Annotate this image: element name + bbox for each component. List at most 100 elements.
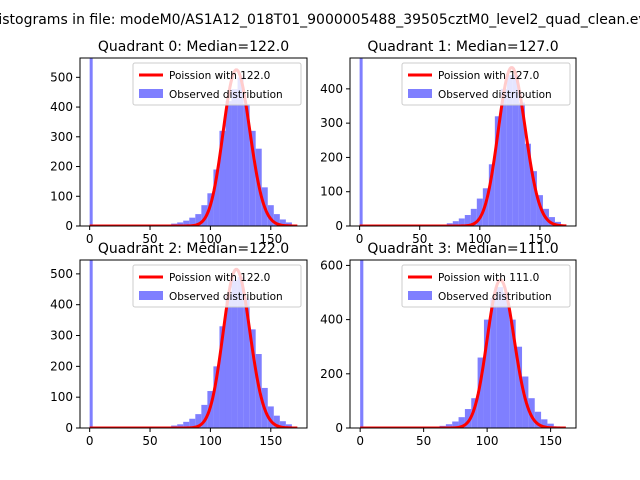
legend: Poission with 122.0 Observed distribution bbox=[132, 62, 302, 106]
histogram-bar bbox=[219, 130, 226, 226]
histogram-bar bbox=[249, 329, 256, 428]
legend-box bbox=[132, 264, 302, 308]
x-tick-label: 50 bbox=[412, 232, 427, 246]
x-tick-label: 50 bbox=[416, 434, 431, 448]
histogram-bar bbox=[285, 222, 292, 226]
x-tick-label: 100 bbox=[476, 434, 499, 448]
y-tick-label: 400 bbox=[320, 313, 343, 327]
histogram-bar bbox=[547, 423, 554, 428]
x-tick-label: 100 bbox=[199, 434, 222, 448]
y-tick-label: 400 bbox=[50, 298, 73, 312]
histogram-bar bbox=[483, 319, 491, 428]
legend-box bbox=[132, 62, 302, 106]
y-tick-label: 0 bbox=[65, 219, 73, 233]
zero-bin-bar bbox=[359, 58, 363, 226]
poisson-curve bbox=[359, 278, 567, 428]
histogram-bar bbox=[183, 421, 190, 428]
y-tick-label: 200 bbox=[320, 150, 343, 164]
y-tick-label: 500 bbox=[50, 70, 73, 84]
histogram-bar bbox=[279, 219, 286, 226]
x-tick-label: 0 bbox=[356, 434, 364, 448]
x-tick-label: 50 bbox=[142, 232, 157, 246]
histogram-bar bbox=[285, 424, 292, 428]
histogram-bar bbox=[536, 195, 543, 226]
y-tick-label: 0 bbox=[65, 421, 73, 435]
histogram-bar bbox=[249, 130, 256, 226]
histogram-bar bbox=[445, 424, 453, 428]
legend-observed-label: Observed distribution bbox=[438, 89, 552, 101]
histogram-bar bbox=[458, 218, 465, 226]
y-tick-label: 200 bbox=[50, 160, 73, 174]
histogram-bar bbox=[183, 220, 190, 226]
legend-observed-swatch bbox=[408, 291, 432, 300]
x-tick-label: 0 bbox=[86, 232, 94, 246]
histogram-bar bbox=[530, 171, 537, 226]
x-tick-label: 100 bbox=[199, 232, 222, 246]
histogram-bar bbox=[518, 102, 525, 226]
x-tick-label: 100 bbox=[468, 232, 491, 246]
quadrant-1-panel: 0 50 100 150 0 100 200 300 400 Quadrant 1: Median… bbox=[320, 39, 577, 246]
histogram-bar bbox=[201, 404, 208, 428]
y-tick-label: 400 bbox=[320, 82, 343, 96]
legend-observed-label: Observed distribution bbox=[169, 89, 283, 101]
histogram-bar bbox=[496, 287, 503, 428]
histogram-bar bbox=[177, 424, 184, 428]
histogram-bar bbox=[515, 346, 523, 428]
y-tick-label: 300 bbox=[320, 116, 343, 130]
legend-poisson-label: Poission with 122.0 bbox=[169, 272, 270, 284]
histogram-bar bbox=[477, 357, 484, 428]
histogram-bar bbox=[189, 217, 196, 226]
axes-frame bbox=[349, 57, 577, 227]
y-tick-label: 100 bbox=[320, 185, 343, 199]
histogram-bar bbox=[541, 419, 548, 428]
histogram-bar bbox=[464, 215, 471, 226]
histogram-bar bbox=[267, 205, 274, 226]
histogram-bar bbox=[195, 214, 202, 226]
y-tick-label: 100 bbox=[50, 390, 73, 404]
panel-title: Quadrant 3: Median=111.0 bbox=[367, 241, 558, 257]
axes-frame bbox=[79, 259, 308, 429]
histogram-bar bbox=[452, 221, 459, 226]
histogram-bar bbox=[506, 75, 513, 226]
y-tick-label: 600 bbox=[320, 258, 343, 272]
panel-title: Quadrant 2: Median=122.0 bbox=[98, 241, 289, 257]
histogram-bar bbox=[464, 409, 472, 428]
legend: Poission with 122.0 Observed distribution bbox=[132, 264, 302, 308]
legend-observed-label: Observed distribution bbox=[438, 291, 552, 303]
histogram-bar bbox=[502, 292, 510, 428]
legend-poisson-label: Poission with 127.0 bbox=[438, 70, 539, 82]
quadrant-2-panel: 0 50 100 150 0 100 200 300 400 500 Quadrant 2: Med… bbox=[50, 241, 308, 448]
histogram-bar bbox=[201, 205, 208, 226]
histogram-bar bbox=[243, 104, 250, 226]
x-tick-label: 150 bbox=[539, 434, 562, 448]
histogram-bar bbox=[534, 411, 542, 428]
histogram-bar bbox=[471, 398, 478, 428]
y-tick-label: 200 bbox=[320, 367, 343, 381]
zero-bin-bar bbox=[89, 58, 93, 226]
legend-box bbox=[401, 62, 571, 106]
histogram-bar bbox=[189, 418, 196, 428]
x-tick-label: 150 bbox=[259, 434, 282, 448]
panel-title: Quadrant 1: Median=127.0 bbox=[367, 39, 558, 55]
histogram-bar bbox=[470, 208, 477, 226]
x-tick-label: 150 bbox=[259, 232, 282, 246]
histogram-bar bbox=[458, 417, 465, 428]
panel-title: Quadrant 0: Median=122.0 bbox=[98, 39, 289, 55]
histogram-bar bbox=[231, 89, 238, 226]
x-tick-label: 0 bbox=[86, 434, 94, 448]
legend-observed-swatch bbox=[139, 291, 163, 300]
figure-suptitle: Histograms in file: modeM0/AS1A12_018T01… bbox=[0, 12, 640, 28]
histogram-bar bbox=[237, 276, 244, 428]
histogram-bar bbox=[219, 326, 226, 428]
histogram-bar bbox=[273, 415, 280, 428]
histogram-bar bbox=[177, 222, 184, 226]
x-tick-label: 50 bbox=[142, 434, 157, 448]
y-tick-label: 100 bbox=[50, 189, 73, 203]
legend: Poission with 127.0 Observed distribution bbox=[401, 62, 571, 106]
y-tick-label: 300 bbox=[50, 329, 73, 343]
zero-bin-bar bbox=[360, 260, 364, 428]
legend-observed-swatch bbox=[408, 89, 432, 98]
histogram-bar bbox=[452, 421, 459, 428]
y-tick-label: 300 bbox=[50, 130, 73, 144]
histogram-bar bbox=[509, 319, 516, 428]
